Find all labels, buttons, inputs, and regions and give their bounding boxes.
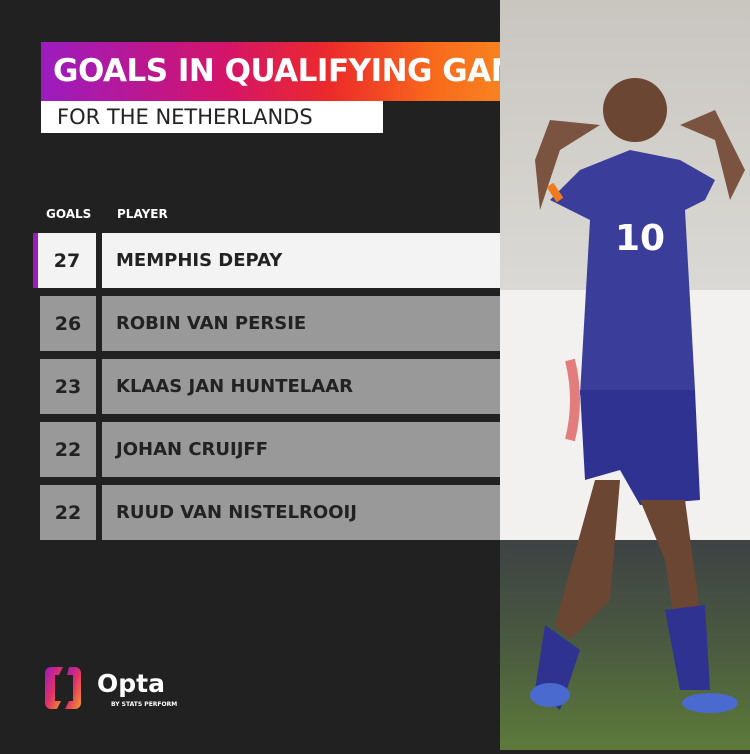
table-row: 23 KLAAS JAN HUNTELAAR (40, 359, 500, 414)
graphic-subtitle: FOR THE NETHERLANDS (41, 101, 383, 133)
goals-cell: 27 (33, 233, 96, 288)
goals-cell: 26 (40, 296, 96, 351)
goals-column-header: GOALS (46, 207, 92, 221)
brand-tagline: BY STATS PERFORM (111, 701, 178, 708)
player-cell: ROBIN VAN PERSIE (102, 296, 500, 351)
goals-cell: 22 (40, 485, 96, 540)
player-cell: MEMPHIS DEPAY (102, 233, 500, 288)
player-photo: 10 (500, 0, 750, 750)
opta-logo: Opta BY STATS PERFORM (45, 665, 205, 719)
table-row: 22 RUUD VAN NISTELROOIJ (40, 485, 500, 540)
graphic-title: GOALS IN QUALIFYING GAMES (41, 42, 566, 101)
table-row: 22 JOHAN CRUIJFF (40, 422, 500, 477)
goals-cell: 22 (40, 422, 96, 477)
player-cell: RUUD VAN NISTELROOIJ (102, 485, 500, 540)
goals-cell: 23 (40, 359, 96, 414)
player-cell: JOHAN CRUIJFF (102, 422, 500, 477)
player-cell: KLAAS JAN HUNTELAAR (102, 359, 500, 414)
table-row: 26 ROBIN VAN PERSIE (40, 296, 500, 351)
brand-name: Opta (97, 669, 165, 698)
table-row: 27 MEMPHIS DEPAY (33, 233, 500, 288)
player-column-header: PLAYER (117, 207, 168, 221)
shirt-number: 10 (615, 218, 665, 259)
